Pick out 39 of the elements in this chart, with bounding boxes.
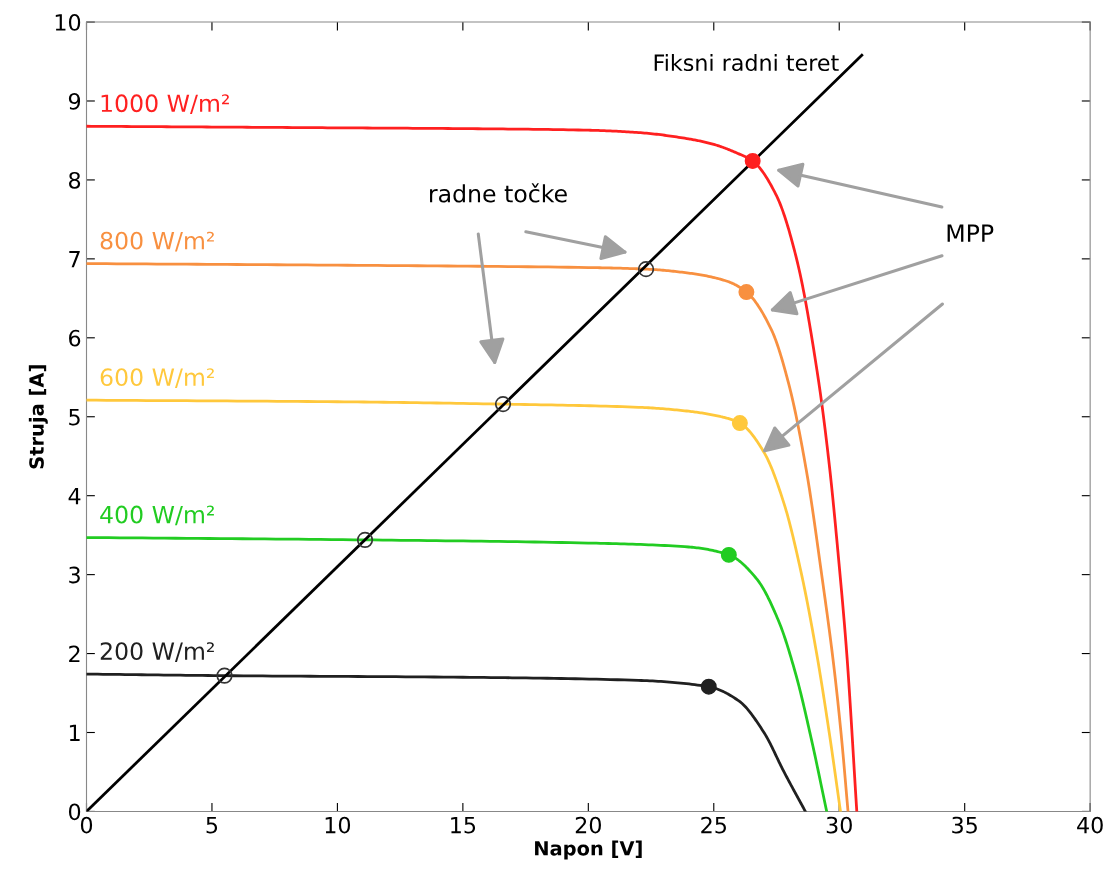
x-tick-label: 25 (701, 816, 726, 834)
y-tick-label: 6 (69, 329, 81, 347)
point (216, 667, 233, 684)
y-tick-label: 4 (68, 487, 81, 505)
legend-label: Fiksni radni teret (654, 53, 839, 72)
x-tick-label: 35 (952, 816, 977, 834)
series-label: 600 W/m² (100, 368, 214, 388)
x-tick-label: 10 (325, 816, 351, 834)
point (744, 153, 761, 169)
y-tick-label: 3 (69, 566, 80, 584)
point (494, 395, 512, 413)
x-tick-label: 0 (80, 816, 93, 834)
point (356, 531, 374, 549)
y-axis-title: Struja [A] (28, 365, 48, 469)
series-label: 800 W/m² (100, 231, 214, 252)
y-tick-label: 5 (69, 408, 80, 426)
point (700, 678, 717, 695)
x-tick-label: 40 (1077, 816, 1103, 834)
x-tick-label: 15 (451, 816, 476, 834)
y-tick-label: 9 (68, 92, 81, 110)
annotation: MPP (947, 224, 994, 242)
series-label: 200 W/m² (100, 642, 214, 662)
y-tick-label: 7 (69, 251, 80, 268)
annotation: radne točke (430, 183, 567, 203)
y-tick-label: 10 (55, 14, 81, 31)
series-label: 400 W/m² (100, 505, 214, 526)
x-tick-label: 5 (206, 816, 218, 834)
x-tick-label: 20 (575, 816, 601, 834)
point (720, 546, 737, 563)
y-tick-label: 0 (68, 803, 81, 821)
point (738, 284, 755, 300)
y-tick-label: 2 (69, 645, 80, 662)
y-tick-label: 1 (69, 724, 80, 741)
x-tick-label: 30 (826, 816, 852, 834)
point (731, 415, 748, 432)
y-tick-label: 8 (69, 171, 81, 189)
x-axis-title: Napon [V] (535, 840, 642, 860)
series-label: 1000 W/m² (101, 94, 229, 115)
point (637, 261, 655, 278)
